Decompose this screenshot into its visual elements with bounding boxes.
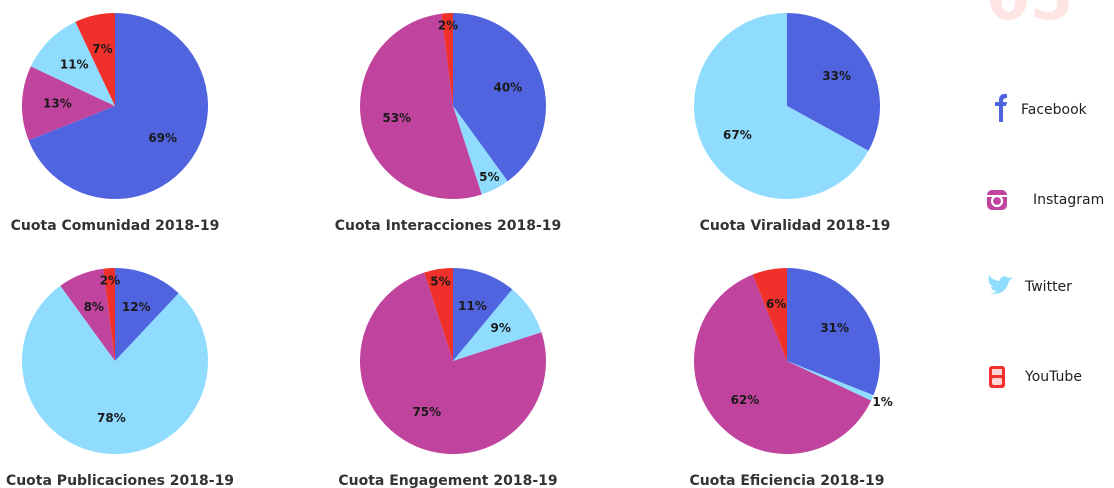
slice-label: 11% <box>458 299 487 313</box>
slice-label: 40% <box>493 81 522 95</box>
pie-slice <box>752 268 787 361</box>
legend-icon <box>992 369 1002 375</box>
slice-label: 6% <box>766 297 786 311</box>
slice-label: 67% <box>723 128 752 142</box>
slice-label: 62% <box>731 393 760 407</box>
pie-slice <box>787 13 880 151</box>
legend-label: YouTube <box>1024 369 1082 385</box>
legend-icon <box>988 275 1013 294</box>
chart-title: Cuota Viralidad 2018-19 <box>700 218 891 234</box>
slice-label: 5% <box>430 275 450 289</box>
chart-title: Cuota Interacciones 2018-19 <box>335 218 562 234</box>
pie-chart: 11% 9% 75% 5% Cuota Engagement 2018-19 <box>338 268 558 488</box>
slice-label: 2% <box>100 274 120 288</box>
pie-slice <box>693 13 869 199</box>
pie-chart: 33% 67% Cuota Viralidad 2018-19 <box>693 13 891 234</box>
slice-label: 78% <box>97 411 126 425</box>
pie-slice <box>115 268 179 361</box>
pie-slice <box>360 13 482 199</box>
pie-slice <box>787 268 880 396</box>
pie-slice <box>22 66 116 141</box>
legend-icon <box>987 195 1007 197</box>
slice-label: 69% <box>148 131 177 145</box>
legend-item: Twitter <box>988 275 1072 295</box>
legend-item: Instagram <box>987 190 1104 210</box>
pie-slice <box>453 289 542 361</box>
chart-title: Cuota Eficiencia 2018-19 <box>689 473 884 488</box>
pie-chart: 12% 78% 8% 2% Cuota Publicaciones 2018-19 <box>6 268 234 488</box>
slice-label: 1% <box>872 395 892 409</box>
slice-label: 75% <box>412 405 441 419</box>
pie-slice <box>453 268 513 361</box>
slice-label: 33% <box>822 69 851 83</box>
slice-label: 31% <box>820 321 849 335</box>
chart-title: Cuota Engagement 2018-19 <box>338 473 557 488</box>
slice-label: 5% <box>479 170 499 184</box>
legend-icon <box>992 378 1002 385</box>
slice-label: 11% <box>60 58 89 72</box>
legend-item: YouTube <box>989 366 1082 388</box>
pie-slice <box>693 274 872 455</box>
pie-slice <box>787 361 874 401</box>
legend-icon <box>995 93 1007 122</box>
chart-title: Cuota Publicaciones 2018-19 <box>6 473 234 488</box>
slice-label: 12% <box>122 300 151 314</box>
pie-slice <box>30 21 116 107</box>
slice-label: 13% <box>43 97 72 111</box>
pie-chart: 69% 13% 11%7% Cuota Comunidad 2018-19 <box>11 13 220 234</box>
slice-label: 8% <box>84 300 104 314</box>
slice-label: 2% <box>438 19 458 33</box>
pie-slice <box>441 13 453 106</box>
slice-label: 53% <box>382 111 411 125</box>
pie-chart: 40% 5% 53% 2% Cuota Interacciones 2018-19 <box>335 13 562 234</box>
pie-slice <box>60 268 115 361</box>
legend-label: Instagram <box>1033 192 1104 208</box>
slice-label: 9% <box>491 321 511 335</box>
pie-slice <box>21 285 209 454</box>
slice-label: 7% <box>92 42 112 56</box>
pie-slice <box>424 268 453 361</box>
pie-slice <box>453 106 508 195</box>
pie-slice <box>360 272 546 455</box>
pie-chart: 31% 1% 62% 6% Cuota Eficiencia 2018-19 <box>689 268 893 488</box>
pie-slice <box>103 268 115 361</box>
pie-slice <box>453 13 546 182</box>
corner-mark: 05 <box>987 0 1073 34</box>
legend-label: Facebook <box>1021 102 1088 118</box>
chart-title: Cuota Comunidad 2018-19 <box>11 218 220 234</box>
pie-slice <box>28 13 209 199</box>
legend-item: Facebook <box>995 93 1088 122</box>
legend-label: Twitter <box>1024 279 1072 295</box>
pie-slice <box>75 13 115 106</box>
